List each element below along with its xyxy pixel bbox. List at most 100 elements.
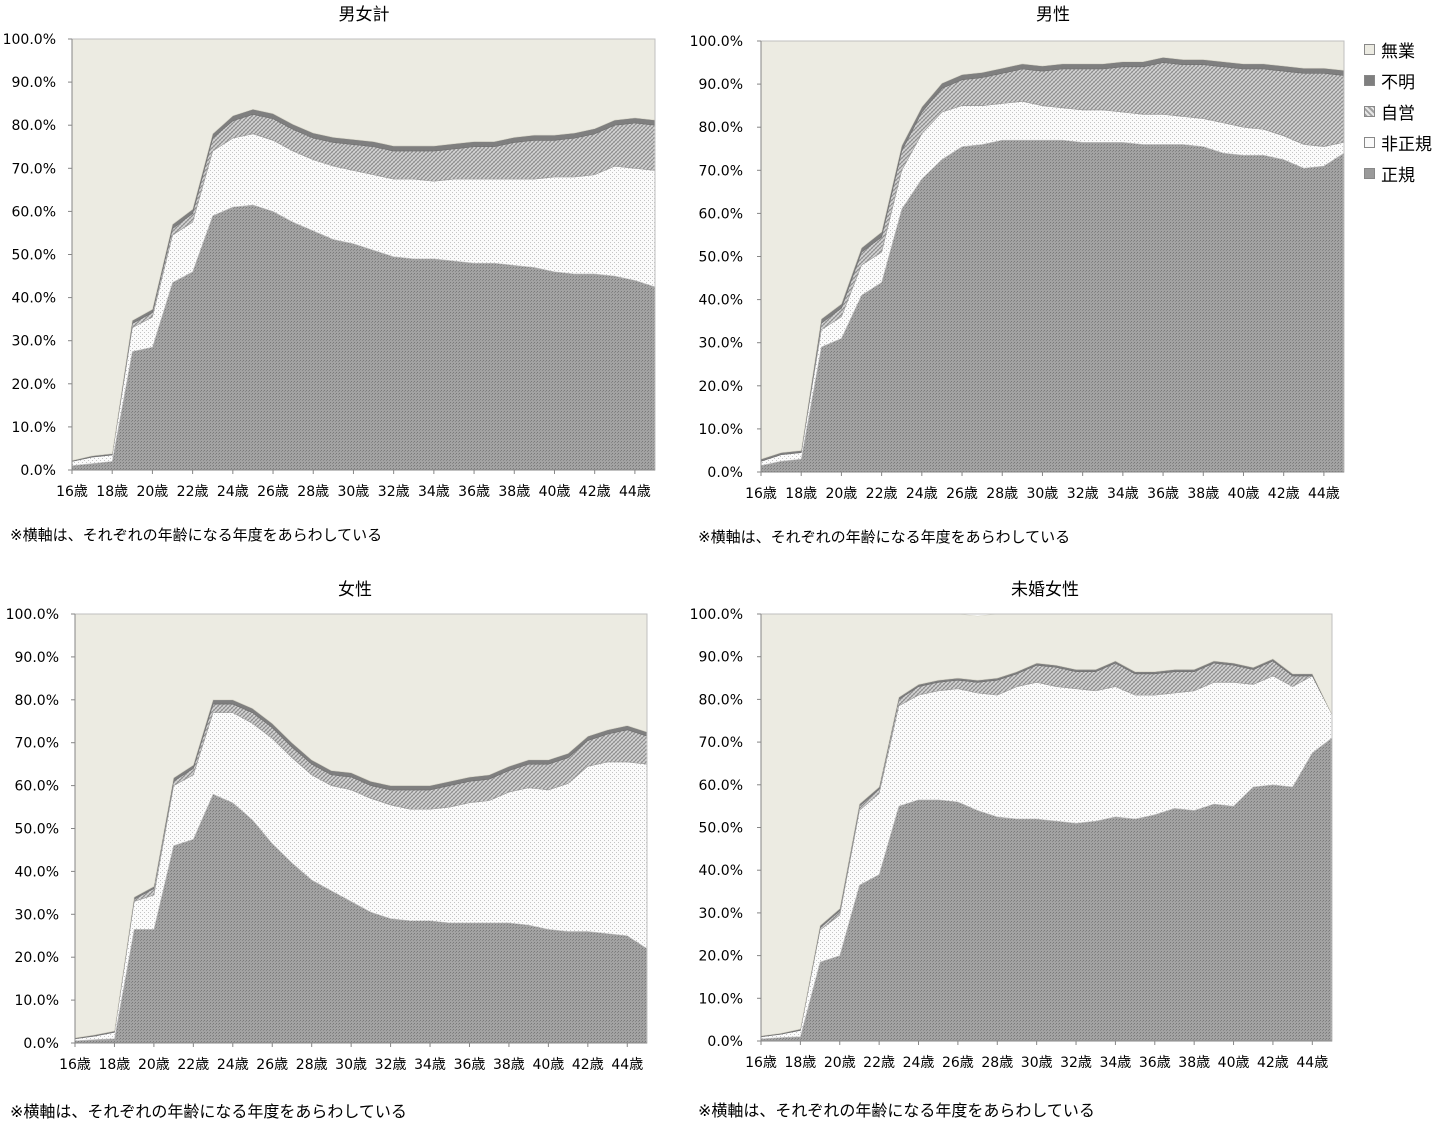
axis-note-total: ※横軸は、それぞれの年齢になる年度をあらわしている [10, 526, 383, 544]
y-tick-label-female: 80.0% [15, 693, 59, 709]
y-tick-label-male: 60.0% [699, 206, 743, 222]
y-tick-label-female: 40.0% [15, 864, 59, 880]
y-tick-label-total: 30.0% [12, 334, 56, 350]
y-tick-label-female: 30.0% [15, 907, 59, 923]
y-tick-label-female: 10.0% [15, 993, 59, 1009]
y-tick-label-total: 50.0% [12, 248, 56, 264]
x-tick-label-total: 40歳 [539, 484, 571, 500]
y-tick-label-total: 60.0% [12, 204, 56, 220]
y-tick-label-male: 20.0% [699, 379, 743, 395]
chart-unmarried-female: 0.0% 10.0% 20.0% 30.0% 40.0% 50.0% 60.0% 70.0% 8… [690, 607, 1333, 1071]
x-tick-label-unmarried-female: 42歳 [1257, 1055, 1289, 1071]
x-tick-label-male: 22歳 [866, 486, 898, 502]
x-tick-label-female: 18歳 [98, 1057, 130, 1073]
x-tick-label-total: 44歳 [619, 484, 651, 500]
y-tick-label-male: 100.0% [690, 34, 743, 50]
x-tick-label-total: 38歳 [498, 484, 530, 500]
x-tick-label-unmarried-female: 44歳 [1296, 1055, 1328, 1071]
legend-item-unknown: 不明 [1364, 65, 1432, 96]
y-tick-label-unmarried-female: 40.0% [699, 863, 743, 879]
legend-swatch-unemployed [1364, 44, 1375, 55]
y-tick-label-total: 80.0% [12, 118, 56, 134]
x-tick-label-total: 42歳 [579, 484, 611, 500]
y-tick-label-male: 90.0% [699, 77, 743, 93]
y-tick-label-male: 10.0% [699, 422, 743, 438]
y-tick-label-unmarried-female: 50.0% [699, 821, 743, 837]
x-tick-label-female: 22歳 [177, 1057, 209, 1073]
x-tick-label-female: 32歳 [375, 1057, 407, 1073]
legend-item-unemployed: 無業 [1364, 34, 1432, 65]
x-tick-label-unmarried-female: 28歳 [981, 1055, 1013, 1071]
x-tick-label-female: 42歳 [572, 1057, 604, 1073]
y-tick-label-unmarried-female: 10.0% [699, 991, 743, 1007]
x-tick-label-female: 24歳 [217, 1057, 249, 1073]
x-tick-label-female: 26歳 [256, 1057, 288, 1073]
x-tick-label-male: 18歳 [785, 486, 817, 502]
x-tick-label-male: 30歳 [1026, 486, 1058, 502]
x-tick-label-female: 38歳 [493, 1057, 525, 1073]
x-tick-label-unmarried-female: 20歳 [824, 1055, 856, 1071]
x-tick-label-total: 34歳 [418, 484, 450, 500]
x-tick-label-unmarried-female: 38歳 [1178, 1055, 1210, 1071]
legend-label-self: 自営 [1381, 104, 1415, 124]
x-tick-label-female: 16歳 [59, 1057, 91, 1073]
x-tick-label-unmarried-female: 30歳 [1021, 1055, 1053, 1071]
y-tick-label-unmarried-female: 100.0% [690, 607, 743, 623]
x-tick-label-female: 40歳 [532, 1057, 564, 1073]
x-tick-label-total: 32歳 [378, 484, 410, 500]
y-tick-label-male: 50.0% [699, 250, 743, 266]
chart-title-male: 男性 [1036, 5, 1070, 25]
x-tick-label-male: 38歳 [1187, 486, 1219, 502]
x-tick-label-total: 16歳 [56, 484, 88, 500]
x-tick-label-male: 36歳 [1147, 486, 1179, 502]
x-tick-label-unmarried-female: 24歳 [903, 1055, 935, 1071]
x-tick-label-male: 26歳 [946, 486, 978, 502]
axis-note-unmarried-female: ※横軸は、それぞれの年齢になる年度をあらわしている [698, 1101, 1095, 1120]
x-tick-label-total: 28歳 [297, 484, 329, 500]
y-tick-label-female: 60.0% [15, 779, 59, 795]
x-tick-label-unmarried-female: 18歳 [784, 1055, 816, 1071]
y-tick-label-unmarried-female: 80.0% [699, 692, 743, 708]
x-tick-label-female: 44歳 [611, 1057, 643, 1073]
x-tick-label-male: 34歳 [1107, 486, 1139, 502]
y-tick-label-total: 40.0% [12, 291, 56, 307]
legend: 無業 不明 自営 非正規 正規 [1364, 34, 1432, 189]
x-tick-label-male: 20歳 [825, 486, 857, 502]
y-tick-label-male: 40.0% [699, 293, 743, 309]
y-tick-label-female: 20.0% [15, 950, 59, 966]
x-tick-label-total: 30歳 [337, 484, 369, 500]
x-tick-label-male: 32歳 [1067, 486, 1099, 502]
x-tick-label-total: 26歳 [257, 484, 289, 500]
x-tick-label-total: 36歳 [458, 484, 490, 500]
y-tick-label-male: 80.0% [699, 120, 743, 136]
x-tick-label-male: 44歳 [1308, 486, 1340, 502]
y-tick-label-total: 20.0% [12, 377, 56, 393]
y-tick-label-unmarried-female: 30.0% [699, 906, 743, 922]
chart-male: 0.0% 10.0% 20.0% 30.0% 40.0% 50.0% 60.0% 70.0% 8… [690, 34, 1345, 502]
legend-item-nonregular: 非正規 [1364, 127, 1432, 158]
x-tick-label-unmarried-female: 22歳 [863, 1055, 895, 1071]
legend-swatch-unknown [1364, 75, 1375, 86]
x-tick-label-male: 40歳 [1228, 486, 1260, 502]
y-tick-label-unmarried-female: 90.0% [699, 650, 743, 666]
x-tick-label-total: 24歳 [217, 484, 249, 500]
y-tick-label-total: 70.0% [12, 161, 56, 177]
x-tick-label-unmarried-female: 40歳 [1218, 1055, 1250, 1071]
chart-female: 0.0% 10.0% 20.0% 30.0% 40.0% 50.0% 60.0% 70.0% 8… [6, 607, 648, 1073]
chart-title-female: 女性 [338, 580, 372, 600]
x-tick-label-unmarried-female: 34歳 [1099, 1055, 1131, 1071]
y-tick-label-female: 50.0% [15, 822, 59, 838]
y-tick-label-male: 70.0% [699, 163, 743, 179]
x-tick-label-unmarried-female: 32歳 [1060, 1055, 1092, 1071]
y-tick-label-male: 30.0% [699, 336, 743, 352]
y-tick-label-total: 10.0% [12, 420, 56, 436]
y-tick-label-total: 90.0% [12, 75, 56, 91]
x-tick-label-total: 18歳 [96, 484, 128, 500]
axis-note-male: ※横軸は、それぞれの年齢になる年度をあらわしている [698, 528, 1071, 546]
legend-label-regular: 正規 [1381, 166, 1415, 186]
y-tick-label-unmarried-female: 70.0% [699, 735, 743, 751]
y-tick-label-female: 70.0% [15, 736, 59, 752]
legend-label-unknown: 不明 [1381, 73, 1415, 93]
y-tick-label-male: 0.0% [707, 465, 743, 481]
